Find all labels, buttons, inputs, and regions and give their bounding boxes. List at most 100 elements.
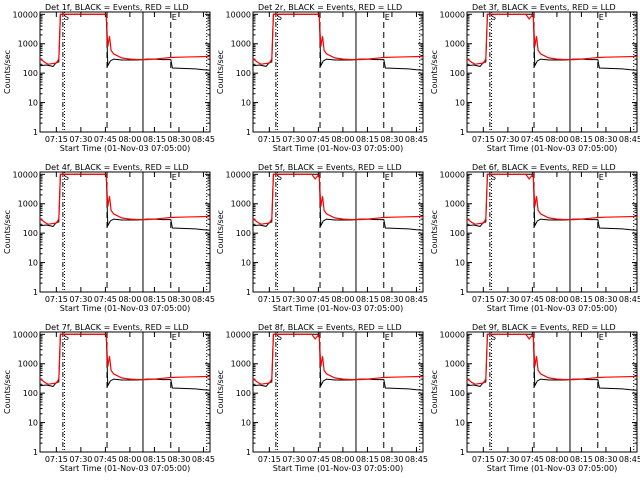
x-tick-label: 08:00 (331, 455, 354, 464)
lld-line (40, 13, 210, 65)
y-tick-label: 100 (236, 389, 251, 398)
x-tick-label: 07:15 (258, 455, 281, 464)
x-tick-label: 07:30 (69, 135, 92, 144)
x-tick-label: 08:00 (545, 295, 568, 304)
x-tick-label: 08:00 (118, 455, 141, 464)
y-axis-label: Counts/sec (3, 370, 12, 414)
x-tick-label: 07:45 (94, 295, 117, 304)
y-tick-label: 10 (241, 99, 251, 108)
y-axis-label: Counts/sec (3, 210, 12, 254)
x-tick-label: 08:15 (143, 455, 166, 464)
events-line (40, 13, 210, 71)
x-axis-label: Start Time (01-Nov-03 07:05:00) (60, 304, 190, 313)
x-tick-label: 07:45 (94, 455, 117, 464)
x-tick-label: 07:15 (472, 295, 495, 304)
y-tick-label: 1 (246, 448, 251, 457)
marker-label: S (277, 333, 282, 342)
y-axis-label: Counts/sec (3, 50, 12, 94)
x-axis-label: Start Time (01-Nov-03 07:05:00) (487, 144, 617, 153)
events-line (253, 333, 423, 391)
x-tick-label: 07:15 (258, 295, 281, 304)
x-tick-label: 08:45 (405, 295, 428, 304)
plot-frame (39, 331, 211, 453)
y-tick-label: 1000 (18, 200, 38, 209)
y-tick-label: 1000 (18, 360, 38, 369)
x-tick-label: 07:45 (307, 295, 330, 304)
marker-label: S (491, 333, 496, 342)
x-tick-label: 08:00 (118, 295, 141, 304)
events-line (40, 173, 210, 231)
lld-line (40, 173, 210, 225)
y-tick-label: 100 (23, 69, 38, 78)
x-tick-label: 08:15 (570, 455, 593, 464)
x-tick-label: 07:45 (521, 295, 544, 304)
panel-5: Det 5f, BLACK = Events, RED = LLD 1 10 100 1… (216, 163, 428, 313)
y-axis-label: Counts/sec (430, 210, 439, 254)
x-tick-label: 07:15 (45, 135, 68, 144)
marker-label: E (385, 173, 390, 182)
events-line (40, 333, 210, 391)
y-tick-label: 10 (455, 419, 465, 428)
panel-title: Det 5f, BLACK = Events, RED = LLD (258, 163, 402, 172)
x-tick-label: 07:45 (307, 135, 330, 144)
x-tick-label: 07:15 (45, 455, 68, 464)
plot-frame (466, 11, 638, 133)
y-tick-label: 1000 (231, 360, 251, 369)
y-tick-label: 1 (33, 128, 38, 137)
x-tick-label: 08:15 (356, 455, 379, 464)
x-tick-label: 08:00 (545, 455, 568, 464)
lld-line (40, 333, 210, 385)
x-tick-label: 08:15 (143, 135, 166, 144)
x-tick-label: 08:30 (167, 455, 190, 464)
y-axis-label: Counts/sec (430, 50, 439, 94)
x-tick-label: 07:30 (496, 455, 519, 464)
x-axis-label: Start Time (01-Nov-03 07:05:00) (60, 144, 190, 153)
y-tick-label: 100 (450, 389, 465, 398)
lld-line (253, 173, 423, 225)
x-tick-label: 07:30 (69, 455, 92, 464)
x-axis-label: Start Time (01-Nov-03 07:05:00) (273, 304, 403, 313)
plot-frame (39, 171, 211, 293)
x-tick-label: 07:30 (496, 135, 519, 144)
y-tick-label: 10000 (226, 330, 251, 339)
x-tick-label: 07:45 (94, 135, 117, 144)
x-tick-label: 07:45 (521, 455, 544, 464)
x-tick-label: 08:30 (167, 135, 190, 144)
y-tick-label: 10 (28, 259, 38, 268)
x-tick-label: 08:15 (570, 295, 593, 304)
marker-label: E (172, 13, 177, 22)
y-tick-label: 100 (23, 229, 38, 238)
x-tick-label: 07:15 (472, 135, 495, 144)
marker-label: E (599, 173, 604, 182)
y-tick-label: 100 (450, 69, 465, 78)
y-axis-label: Counts/sec (216, 210, 225, 254)
series-group (253, 333, 423, 391)
y-tick-label: 1000 (231, 40, 251, 49)
y-tick-label: 1 (246, 128, 251, 137)
y-tick-label: 10 (28, 419, 38, 428)
marker-label: S (64, 173, 69, 182)
x-tick-label: 07:30 (282, 295, 305, 304)
x-tick-label: 07:45 (521, 135, 544, 144)
marker-label: S (491, 173, 496, 182)
x-tick-label: 08:45 (405, 135, 428, 144)
marker-label: E (599, 13, 604, 22)
y-tick-label: 10000 (440, 170, 465, 179)
x-tick-label: 08:15 (356, 135, 379, 144)
lld-line (467, 173, 637, 225)
x-tick-label: 08:00 (331, 295, 354, 304)
y-tick-label: 10000 (13, 10, 38, 19)
y-tick-label: 10 (455, 259, 465, 268)
y-tick-label: 1000 (231, 200, 251, 209)
panel-title: Det 1f, BLACK = Events, RED = LLD (45, 3, 189, 12)
series-group (253, 173, 423, 231)
marker-label: S (64, 333, 69, 342)
x-tick-label: 08:45 (192, 455, 215, 464)
series-group (467, 333, 637, 391)
x-axis-label: Start Time (01-Nov-03 07:05:00) (487, 464, 617, 473)
x-tick-label: 07:30 (69, 295, 92, 304)
panel-6: Det 6f, BLACK = Events, RED = LLD 1 10 100 1… (430, 163, 640, 313)
x-axis-label: Start Time (01-Nov-03 07:05:00) (487, 304, 617, 313)
x-tick-label: 08:30 (380, 295, 403, 304)
marker-label: S (64, 13, 69, 22)
